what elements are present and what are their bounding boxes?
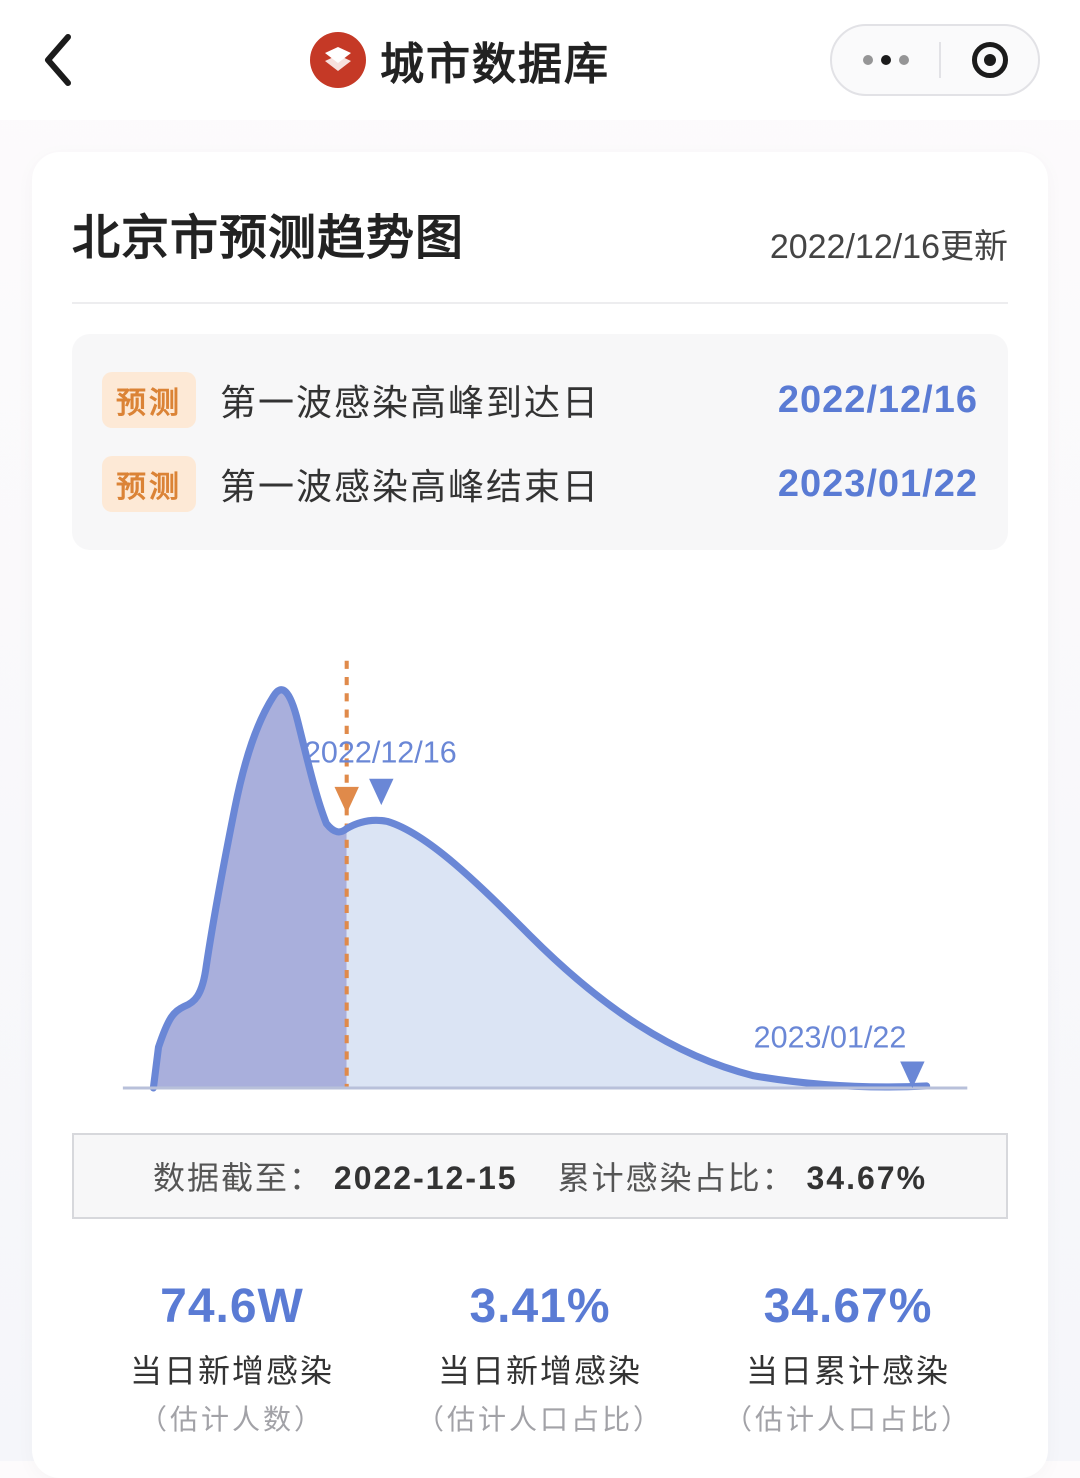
peak-marker-orange-icon [334,787,358,813]
stat-value: 74.6W [78,1279,386,1334]
chart-data-strip: 数据截至： 2022-12-15 累计感染占比： 34.67% [72,1133,1008,1219]
stats-row: 74.6W 当日新增感染 （估计人数） 3.41% 当日新增感染 （估计人口占比… [72,1279,1008,1438]
stat-item: 34.67% 当日累计感染 （估计人口占比） [694,1279,1002,1438]
prediction-row: 预测 第一波感染高峰结束日 2023/01/22 [102,442,978,526]
prediction-badge: 预测 [102,372,196,428]
prediction-label: 第一波感染高峰结束日 [220,458,754,510]
peak-marker-blue-icon [369,779,393,805]
stat-value: 34.67% [694,1279,1002,1334]
stat-sub: （估计人口占比） [694,1398,1002,1438]
strip-cutoff-label: 数据截至： [153,1160,323,1196]
strip-cutoff: 数据截至： 2022-12-15 [153,1153,518,1199]
card-header: 北京市预测趋势图 2022/12/16更新 [72,198,1008,268]
card-title: 北京市预测趋势图 [72,198,464,268]
card-update-text: 2022/12/16更新 [770,219,1008,268]
prediction-row: 预测 第一波感染高峰到达日 2022/12/16 [102,358,978,442]
stat-label: 当日新增感染 [386,1346,694,1392]
stat-sub: （估计人数） [78,1398,386,1438]
stat-label: 当日累计感染 [694,1346,1002,1392]
prediction-badge: 预测 [102,456,196,512]
stat-item: 74.6W 当日新增感染 （估计人数） [78,1279,386,1438]
trend-card: 北京市预测趋势图 2022/12/16更新 预测 第一波感染高峰到达日 2022… [32,152,1048,1478]
prediction-box: 预测 第一波感染高峰到达日 2022/12/16 预测 第一波感染高峰结束日 2… [72,334,1008,550]
strip-cutoff-value: 2022-12-15 [334,1160,518,1196]
prediction-label: 第一波感染高峰到达日 [220,374,754,426]
stat-label: 当日新增感染 [78,1346,386,1392]
stat-item: 3.41% 当日新增感染 （估计人口占比） [386,1279,694,1438]
chevron-left-icon [40,31,74,89]
strip-ratio-value: 34.67% [806,1160,927,1196]
top-nav: 城市数据库 [0,0,1080,120]
capsule-divider [939,42,941,78]
prediction-value: 2023/01/22 [778,463,978,506]
divider [72,302,1008,304]
strip-ratio-label: 累计感染占比： [558,1160,796,1196]
stat-value: 3.41% [386,1279,694,1334]
chart-peak-label: 2022/12/16 [304,735,457,769]
nav-title-wrap: 城市数据库 [310,28,610,92]
app-logo-icon [310,32,366,88]
nav-title: 城市数据库 [380,28,610,92]
back-button[interactable] [40,31,90,89]
stat-sub: （估计人口占比） [386,1398,694,1438]
menu-button[interactable] [863,55,909,65]
strip-ratio: 累计感染占比： 34.67% [558,1153,927,1199]
prediction-value: 2022/12/16 [778,379,978,422]
miniprogram-capsule [830,24,1040,96]
chart-svg: 2022/12/16 2023/01/22 [72,620,1008,1129]
chart-end-label: 2023/01/22 [754,1020,907,1054]
infection-chart: 2022/12/16 2023/01/22 [72,620,1008,1129]
close-button[interactable] [972,42,1008,78]
